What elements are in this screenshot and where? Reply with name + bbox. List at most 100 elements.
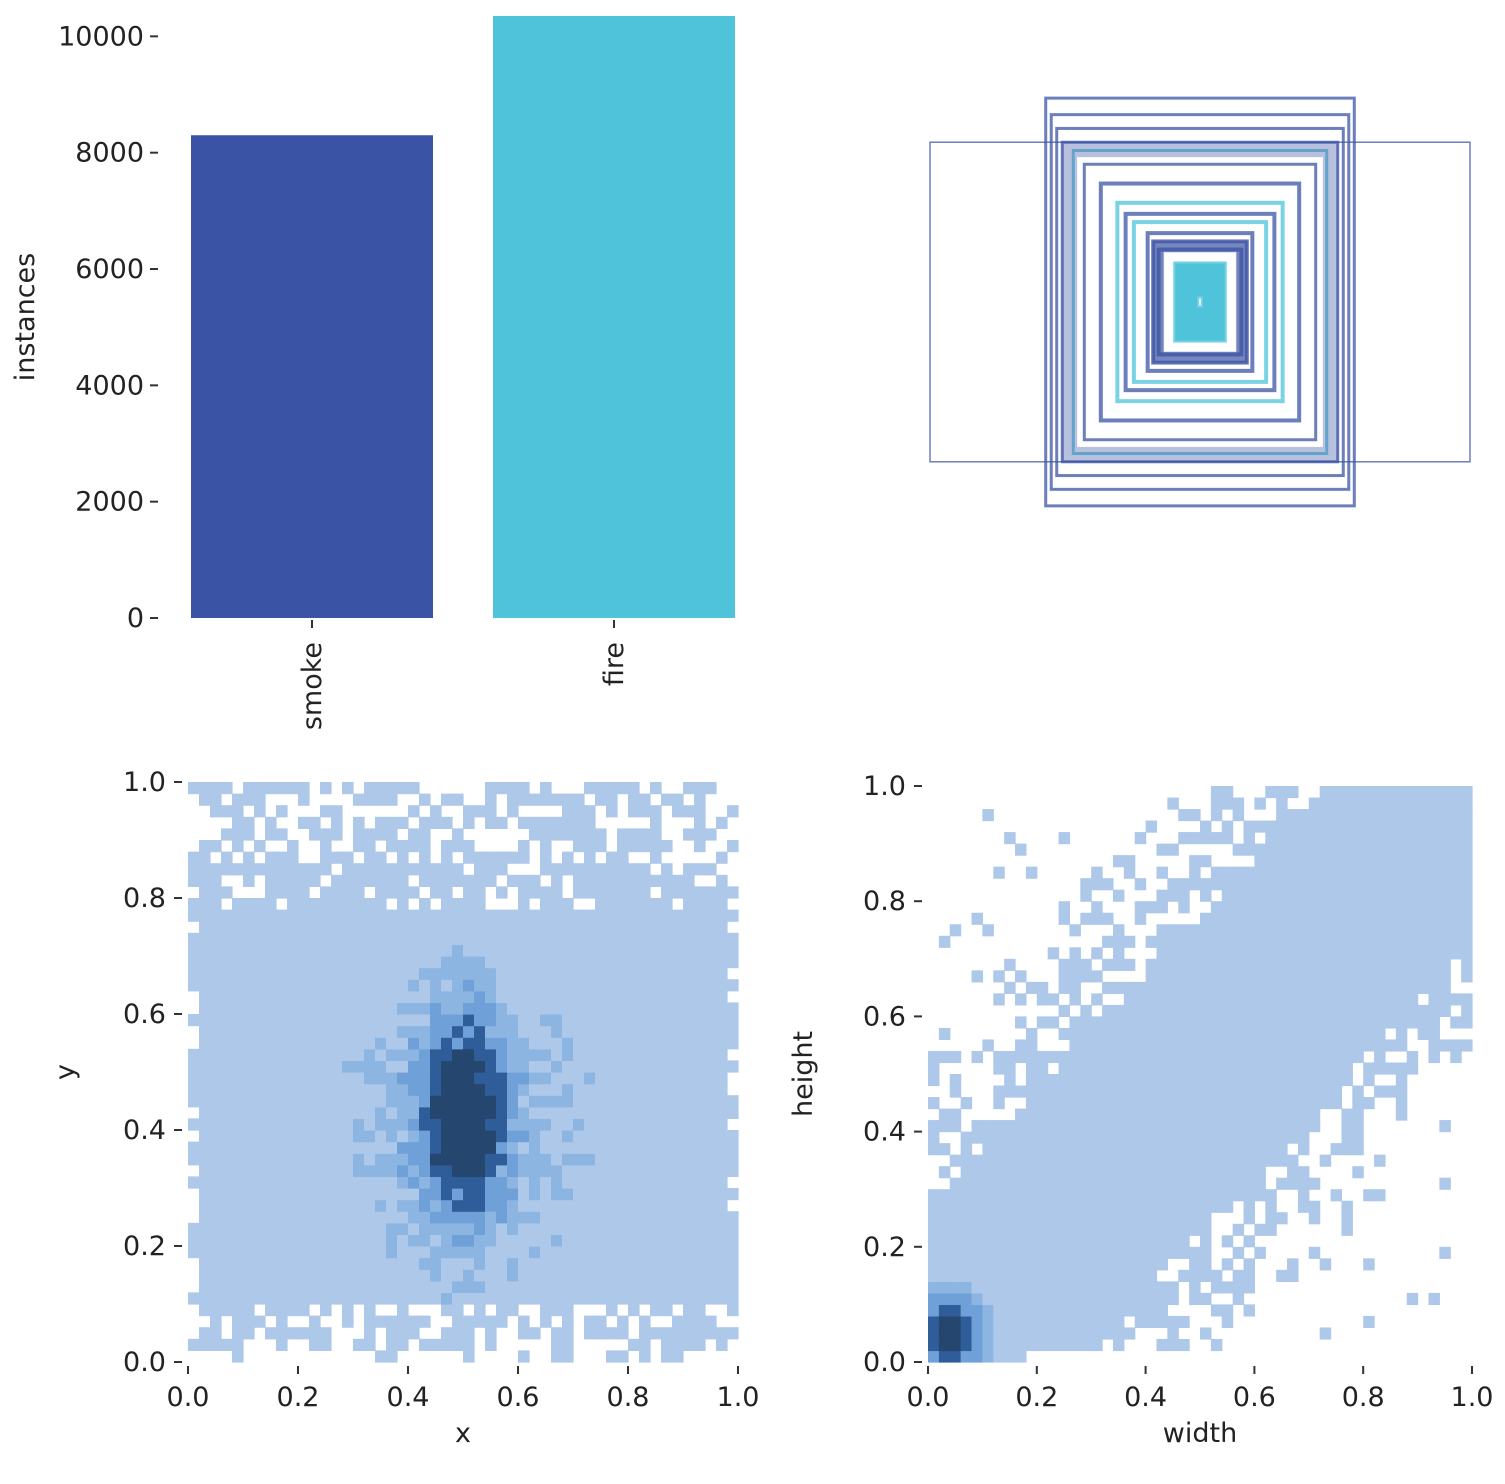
heatmap-cell (254, 863, 266, 876)
heatmap-cell (540, 793, 552, 806)
heatmap-cell (1221, 1097, 1234, 1110)
heatmap-cell (254, 1153, 266, 1166)
heatmap-cell (1134, 1120, 1147, 1133)
heatmap-cell (1254, 843, 1266, 856)
bar-fire (493, 16, 735, 618)
heatmap-cell (672, 956, 684, 969)
heatmap-cell (938, 1246, 951, 1259)
heatmap-cell (199, 1338, 211, 1351)
heatmap-cell (496, 1072, 508, 1085)
heatmap-cell (430, 979, 442, 992)
heatmap-cell (474, 1118, 486, 1131)
heatmap-cell (1265, 958, 1277, 971)
heatmap-cell (364, 1025, 376, 1038)
y-tick-label: 0.8 (863, 886, 906, 917)
heatmap-cell (672, 1176, 684, 1189)
heatmap-cell (210, 1188, 222, 1201)
bbox-outline (1098, 181, 1302, 423)
heatmap-cell (993, 1350, 1005, 1363)
heatmap-cell (331, 1292, 343, 1305)
heatmap-cell (276, 967, 288, 980)
heatmap-cell (672, 944, 684, 957)
heatmap-cell (309, 898, 321, 911)
heatmap-cell (938, 1269, 951, 1282)
heatmap-cell (716, 956, 728, 969)
heatmap-cell (430, 1222, 442, 1235)
heatmap-cell (661, 898, 673, 911)
heatmap-cell (1015, 1085, 1027, 1098)
heatmap-cell (1112, 958, 1125, 971)
heatmap-cell (1080, 1212, 1092, 1225)
heatmap-cell (1210, 786, 1223, 799)
heatmap-cell (617, 874, 629, 887)
heatmap-cell (1167, 889, 1179, 902)
heatmap-cell (1058, 1143, 1071, 1156)
heatmap-cell (639, 1130, 651, 1143)
heatmap-cell (1297, 1027, 1310, 1041)
heatmap-cell (199, 956, 211, 969)
heatmap-cell (639, 979, 651, 992)
heatmap-cell (353, 1164, 365, 1177)
heatmap-cell (606, 990, 618, 1003)
heatmap-cell (606, 921, 618, 934)
bbox-outline (1055, 126, 1345, 478)
heatmap-cell (639, 1199, 651, 1212)
heatmap-cell (452, 1060, 464, 1073)
heatmap-cell (1319, 924, 1332, 937)
heatmap-cell (1134, 832, 1147, 845)
heatmap-cell (452, 1304, 464, 1317)
heatmap-cell (1384, 797, 1397, 810)
heatmap-cell (496, 851, 508, 864)
heatmap-cell (628, 1014, 640, 1027)
heatmap-cell (1254, 878, 1266, 891)
heatmap-cell (496, 1014, 508, 1027)
heatmap-cell (928, 1338, 940, 1352)
heatmap-cell (1308, 1074, 1321, 1087)
heatmap-cell (949, 1315, 962, 1329)
heatmap-cell (529, 1153, 541, 1166)
heatmap-cell (232, 1350, 244, 1363)
heatmap-cell (606, 1083, 618, 1096)
heatmap-cell (375, 828, 387, 841)
heatmap-cell (573, 1246, 585, 1259)
heatmap-cell (320, 1222, 332, 1235)
heatmap-cell (375, 1269, 387, 1282)
heatmap-cell (1232, 1281, 1245, 1294)
heatmap-cell (705, 1002, 717, 1015)
heatmap-cell (188, 851, 200, 864)
heatmap-cell (518, 1280, 530, 1293)
heatmap-cell (1243, 1039, 1255, 1052)
heatmap-cell (1384, 889, 1397, 902)
heatmap-cell (364, 944, 376, 957)
heatmap-cell (210, 1048, 222, 1061)
heatmap-cell (1178, 1269, 1190, 1282)
heatmap-cell (408, 1280, 420, 1293)
heatmap-cell (1330, 809, 1343, 822)
heatmap-cell (617, 1153, 629, 1166)
heatmap-cell (1428, 809, 1440, 822)
heatmap-cell (452, 909, 464, 922)
heatmap-cell (188, 1338, 200, 1351)
heatmap-cell (683, 1083, 695, 1096)
heatmap-cell (309, 1188, 321, 1201)
heatmap-cell (727, 1211, 739, 1224)
heatmap-cell (595, 1083, 607, 1096)
heatmap-cell (1058, 1085, 1071, 1098)
heatmap-cell (1308, 1039, 1321, 1052)
y-tick-label: 0.4 (863, 1117, 906, 1148)
heatmap-cell (573, 1037, 585, 1050)
heatmap-cell (540, 967, 552, 980)
heatmap-cell (474, 1234, 486, 1247)
heatmap-cell (1102, 1143, 1114, 1156)
heatmap-cell (584, 1141, 596, 1154)
heatmap-cell (287, 1222, 299, 1235)
heatmap-cell (639, 1176, 651, 1189)
heatmap-cell (540, 1176, 552, 1189)
heatmap-cell (1287, 832, 1299, 845)
heatmap-cell (199, 1280, 211, 1293)
heatmap-cell (419, 979, 431, 992)
y-tick-label: 4000 (75, 370, 144, 401)
heatmap-cell (1167, 958, 1179, 971)
heatmap-cell (595, 1315, 607, 1328)
heatmap-cell (1428, 901, 1440, 914)
